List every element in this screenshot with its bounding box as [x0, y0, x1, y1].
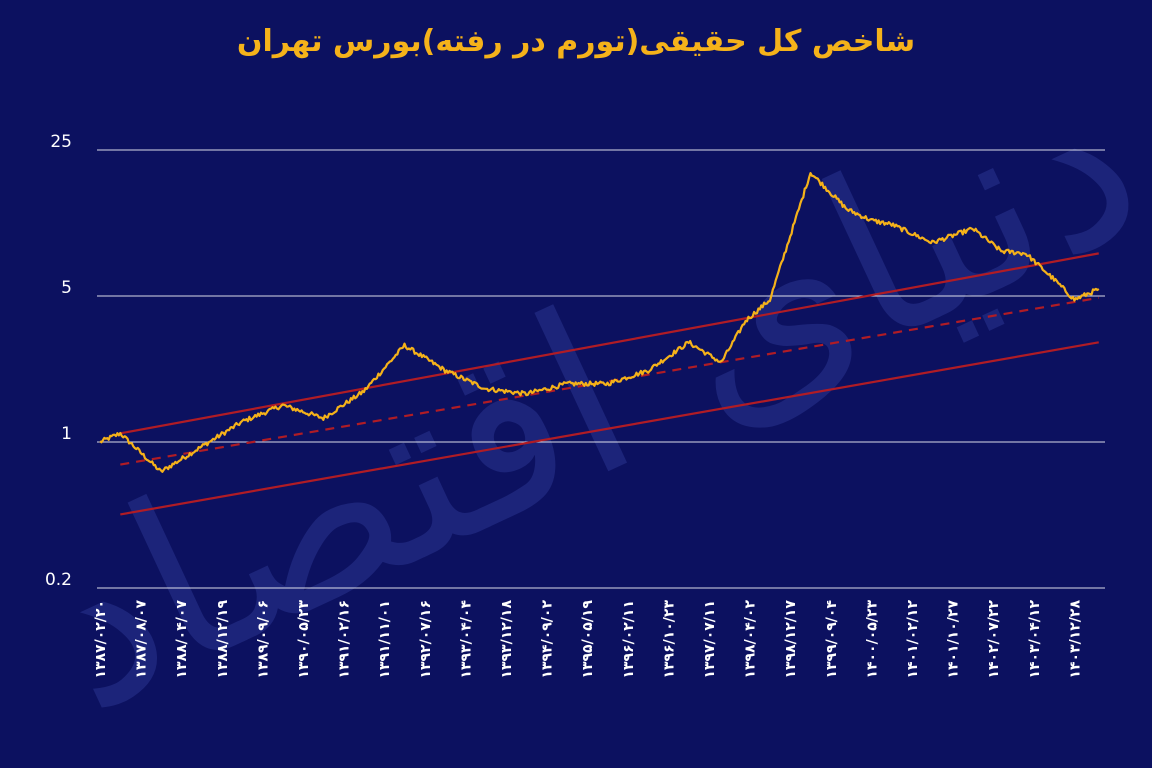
y-axis-ticks: 25 5 1 0.2 [45, 132, 72, 590]
channel-line [120, 341, 1099, 516]
trend-layer [120, 252, 1099, 516]
watermark-text: دنیای اقتصاد [0, 25, 1152, 763]
x-tick-label: ۱۳۹۳/۱۲/۱۸ [499, 600, 515, 679]
x-tick-label: ۱۳۹۸/۱۲/۱۷ [783, 600, 799, 679]
index-line-layer [99, 172, 1100, 473]
y-tick-label: 5 [61, 278, 72, 298]
y-tick-label: 25 [50, 132, 72, 152]
x-tick-label: ۱۳۸۸/۰۴/۰۷ [174, 600, 190, 679]
x-tick-label: ۱۳۹۳/۰۴/۰۴ [458, 600, 474, 679]
grid-layer [97, 149, 1105, 589]
x-tick-label: ۱۳۸۹/۰۹/۰۶ [255, 600, 271, 679]
x-tick-label: ۱۳۹۱/۱۱/۰۱ [377, 600, 393, 679]
x-tick-label: ۱۳۸۸/۱۲/۱۹ [215, 600, 231, 679]
x-tick-label: ۱۳۸۷/۰۲/۲۰ [93, 600, 109, 679]
x-tick-label: ۱۳۸۷/۰۸/۰۷ [134, 600, 150, 679]
x-tick-label: ۱۴۰۲/۰۷/۲۲ [986, 600, 1002, 679]
x-tick-label: ۱۳۹۴/۰۹/۰۲ [540, 600, 556, 679]
x-tick-label: ۱۴۰۳/۰۴/۱۲ [1027, 600, 1043, 679]
x-tick-label: ۱۳۹۸/۰۴/۰۲ [743, 600, 759, 679]
x-tick-label: ۱۳۹۶/۰۲/۱۱ [621, 600, 637, 679]
x-tick-label: ۱۳۹۲/۰۷/۱۶ [418, 600, 434, 679]
x-tick-label: ۱۳۹۹/۰۹/۰۴ [824, 600, 840, 679]
x-tick-label: ۱۳۹۵/۰۵/۱۹ [580, 600, 596, 679]
x-tick-label: ۱۳۹۱/۰۲/۱۶ [337, 600, 353, 679]
x-tick-label: ۱۴۰۳/۱۲/۲۸ [1067, 600, 1083, 679]
chart-title: شاخص کل حقیقی(تورم در رفته)بورس تهران [236, 24, 916, 59]
x-tick-label: ۱۴۰۱/۰۲/۱۲ [905, 600, 921, 679]
index-series-line [99, 172, 1100, 473]
x-tick-label: ۱۴۰۰/۰۵/۲۳ [864, 600, 880, 679]
x-tick-label: ۱۳۹۶/۱۰/۲۳ [661, 600, 677, 679]
trend-line-dashed [120, 296, 1099, 466]
y-tick-label: 0.2 [45, 570, 72, 590]
y-tick-label: 1 [61, 424, 72, 444]
x-tick-label: ۱۳۹۰/۰۵/۲۳ [296, 600, 312, 679]
channel-line [120, 252, 1099, 435]
x-tick-label: ۱۴۰۱/۱۰/۲۷ [946, 600, 962, 679]
x-axis-ticks: ۱۳۸۷/۰۲/۲۰ ۱۳۸۷/۰۸/۰۷ ۱۳۸۸/۰۴/۰۷ ۱۳۸۸/۱۲/۱۹… [93, 600, 1083, 679]
x-tick-label: ۱۳۹۷/۰۷/۱۱ [702, 600, 718, 679]
